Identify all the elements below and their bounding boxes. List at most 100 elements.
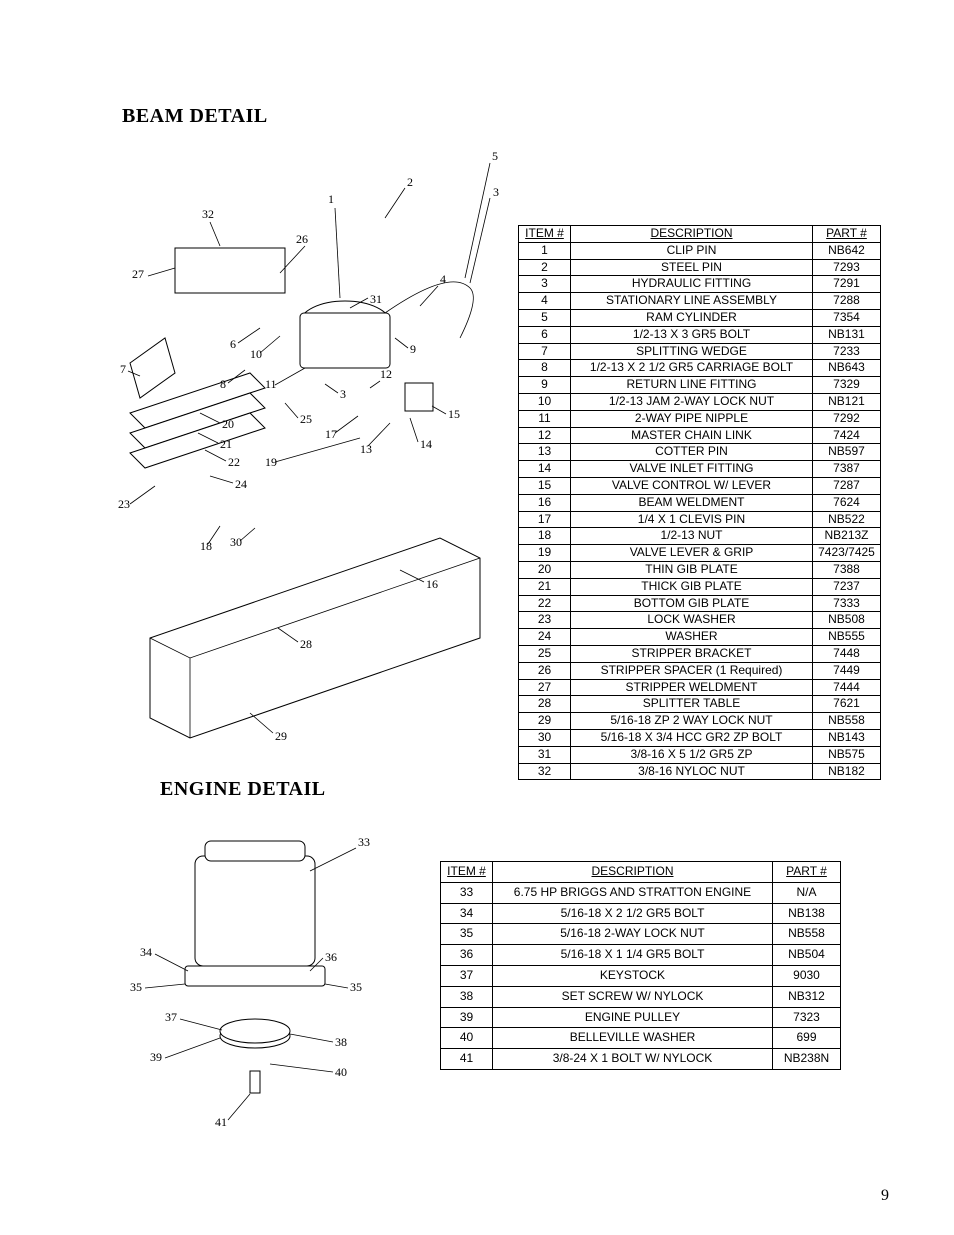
table-header-row: ITEM # DESCRIPTION PART #	[441, 862, 841, 883]
cell-desc: 6.75 HP BRIGGS AND STRATTON ENGINE	[493, 882, 773, 903]
cell-part: NB558	[813, 713, 881, 730]
cell-part: 7333	[813, 595, 881, 612]
beam-title: BEAM DETAIL	[122, 105, 894, 128]
table-row: 38SET SCREW W/ NYLOCKNB312	[441, 986, 841, 1007]
cell-desc: 1/2-13 JAM 2-WAY LOCK NUT	[571, 393, 813, 410]
svg-text:35: 35	[130, 980, 142, 994]
cell-desc: 2-WAY PIPE NIPPLE	[571, 410, 813, 427]
svg-text:5: 5	[492, 149, 498, 163]
svg-text:40: 40	[335, 1065, 347, 1079]
table-row: 112-WAY PIPE NIPPLE7292	[519, 410, 881, 427]
cell-item: 35	[441, 924, 493, 945]
cell-part: 7293	[813, 259, 881, 276]
cell-item: 39	[441, 1007, 493, 1028]
cell-desc: 5/16-18 X 1 1/4 GR5 BOLT	[493, 945, 773, 966]
cell-part: 7423/7425	[813, 545, 881, 562]
cell-item: 2	[519, 259, 571, 276]
svg-text:4: 4	[440, 272, 446, 286]
cell-part: 7233	[813, 343, 881, 360]
svg-text:7: 7	[120, 362, 126, 376]
svg-text:11: 11	[265, 377, 277, 391]
table-row: 355/16-18 2-WAY LOCK NUTNB558	[441, 924, 841, 945]
cell-part: 7444	[813, 679, 881, 696]
beam-parts-table: ITEM # DESCRIPTION PART # 1CLIP PINNB642…	[518, 225, 881, 780]
svg-text:31: 31	[370, 292, 382, 306]
cell-desc: SET SCREW W/ NYLOCK	[493, 986, 773, 1007]
cell-item: 33	[441, 882, 493, 903]
cell-item: 41	[441, 1049, 493, 1070]
cell-part: 7287	[813, 477, 881, 494]
table-row: 305/16-18 X 3/4 HCC GR2 ZP BOLTNB143	[519, 729, 881, 746]
svg-text:36: 36	[325, 950, 337, 964]
svg-text:8: 8	[220, 377, 226, 391]
cell-item: 38	[441, 986, 493, 1007]
cell-part: NB508	[813, 612, 881, 629]
col-header-item: ITEM #	[519, 226, 571, 243]
cell-desc: VALVE LEVER & GRIP	[571, 545, 813, 562]
svg-text:3: 3	[340, 387, 346, 401]
cell-item: 28	[519, 696, 571, 713]
cell-desc: THICK GIB PLATE	[571, 578, 813, 595]
cell-item: 9	[519, 377, 571, 394]
col-header-part: PART #	[773, 862, 841, 883]
engine-parts-table: ITEM # DESCRIPTION PART # 336.75 HP BRIG…	[440, 861, 841, 1070]
cell-desc: CLIP PIN	[571, 242, 813, 259]
svg-text:27: 27	[132, 267, 144, 281]
table-row: 14VALVE INLET FITTING7387	[519, 461, 881, 478]
cell-item: 10	[519, 393, 571, 410]
cell-item: 5	[519, 309, 571, 326]
cell-item: 1	[519, 242, 571, 259]
cell-part: NB143	[813, 729, 881, 746]
table-row: 295/16-18 ZP 2 WAY LOCK NUTNB558	[519, 713, 881, 730]
svg-text:33: 33	[358, 835, 370, 849]
cell-item: 3	[519, 276, 571, 293]
cell-part: 7448	[813, 645, 881, 662]
cell-part: NB312	[773, 986, 841, 1007]
cell-desc: RAM CYLINDER	[571, 309, 813, 326]
cell-item: 18	[519, 528, 571, 545]
svg-text:15: 15	[448, 407, 460, 421]
cell-item: 7	[519, 343, 571, 360]
col-header-part: PART #	[813, 226, 881, 243]
cell-part: 7449	[813, 662, 881, 679]
engine-section: 33 34 35 35 36 37 38 39 40 41 ITEM # DES…	[110, 801, 894, 1146]
svg-text:41: 41	[215, 1115, 227, 1129]
cell-item: 6	[519, 326, 571, 343]
svg-text:2: 2	[407, 175, 413, 189]
cell-part: NB642	[813, 242, 881, 259]
cell-part: NB138	[773, 903, 841, 924]
cell-desc: 3/8-24 X 1 BOLT W/ NYLOCK	[493, 1049, 773, 1070]
table-row: 28SPLITTER TABLE7621	[519, 696, 881, 713]
table-row: 39ENGINE PULLEY7323	[441, 1007, 841, 1028]
svg-text:16: 16	[426, 577, 438, 591]
table-row: 15VALVE CONTROL W/ LEVER7287	[519, 477, 881, 494]
svg-text:17: 17	[325, 427, 337, 441]
table-row: 27STRIPPER WELDMENT7444	[519, 679, 881, 696]
table-row: 336.75 HP BRIGGS AND STRATTON ENGINEN/A	[441, 882, 841, 903]
cell-desc: STRIPPER BRACKET	[571, 645, 813, 662]
table-row: 26STRIPPER SPACER (1 Required)7449	[519, 662, 881, 679]
cell-desc: 1/2-13 X 2 1/2 GR5 CARRIAGE BOLT	[571, 360, 813, 377]
table-row: 171/4 X 1 CLEVIS PINNB522	[519, 511, 881, 528]
svg-text:35: 35	[350, 980, 362, 994]
cell-desc: 1/4 X 1 CLEVIS PIN	[571, 511, 813, 528]
cell-desc: STRIPPER WELDMENT	[571, 679, 813, 696]
svg-text:34: 34	[140, 945, 152, 959]
cell-item: 4	[519, 293, 571, 310]
cell-item: 14	[519, 461, 571, 478]
cell-desc: 3/8-16 X 5 1/2 GR5 ZP	[571, 746, 813, 763]
svg-text:32: 32	[202, 207, 214, 221]
table-row: 101/2-13 JAM 2-WAY LOCK NUTNB121	[519, 393, 881, 410]
engine-table-container: ITEM # DESCRIPTION PART # 336.75 HP BRIG…	[440, 861, 841, 1070]
cell-item: 25	[519, 645, 571, 662]
cell-item: 20	[519, 561, 571, 578]
cell-part: NB575	[813, 746, 881, 763]
cell-part: NB131	[813, 326, 881, 343]
cell-part: 7291	[813, 276, 881, 293]
table-row: 22BOTTOM GIB PLATE7333	[519, 595, 881, 612]
page: BEAM DETAIL 5 2 3	[0, 0, 954, 1235]
cell-desc: 5/16-18 ZP 2 WAY LOCK NUT	[571, 713, 813, 730]
cell-desc: 1/2-13 NUT	[571, 528, 813, 545]
table-row: 61/2-13 X 3 GR5 BOLTNB131	[519, 326, 881, 343]
svg-text:6: 6	[230, 337, 236, 351]
